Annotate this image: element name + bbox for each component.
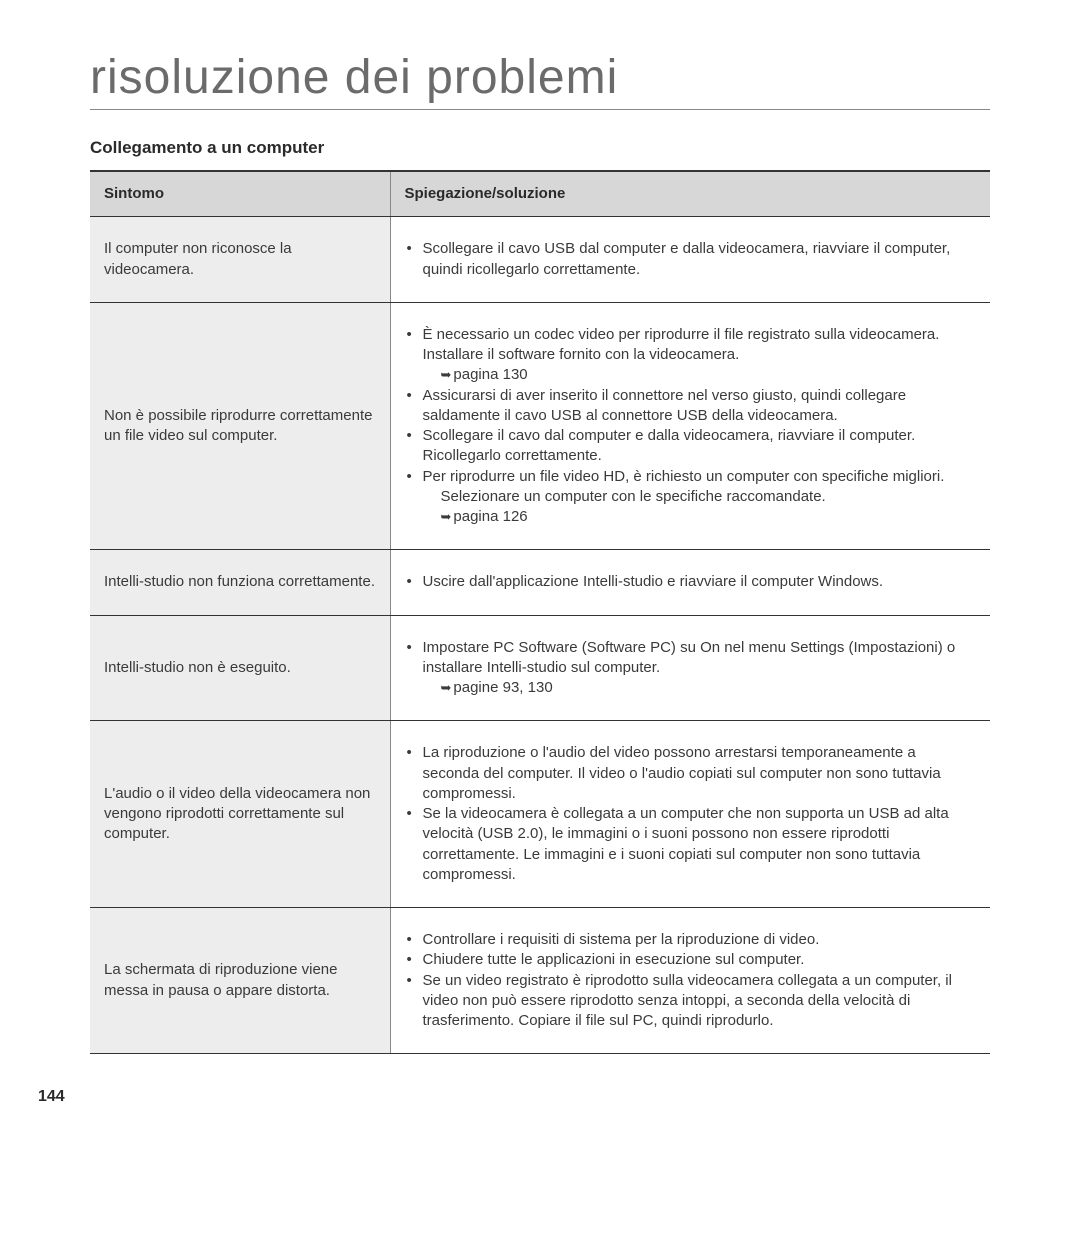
table-row: Non è possibile riprodurre correttamente… xyxy=(90,302,990,550)
solution-cell: La riproduzione o l'audio del video poss… xyxy=(390,721,990,908)
solution-item: Chiudere tutte le applicazioni in esecuz… xyxy=(405,950,977,970)
solution-item: Per riprodurre un file video HD, è richi… xyxy=(405,467,977,528)
solution-text: Controllare i requisiti di sistema per l… xyxy=(423,931,820,948)
solution-list: Impostare PC Software (Software PC) su O… xyxy=(405,638,977,699)
solution-text: Chiudere tutte le applicazioni in esecuz… xyxy=(423,951,805,968)
solution-list: È necessario un codec video per riprodur… xyxy=(405,325,977,528)
page-reference: pagina 126 xyxy=(423,507,977,527)
troubleshoot-table: Sintomo Spiegazione/soluzione Il compute… xyxy=(90,170,990,1054)
page-title: risoluzione dei problemi xyxy=(90,50,990,110)
solution-cell: Scollegare il cavo USB dal computer e da… xyxy=(390,217,990,303)
section-heading: Collegamento a un computer xyxy=(90,138,990,158)
symptom-cell: Non è possibile riprodurre correttamente… xyxy=(90,302,390,550)
solution-text: È necessario un codec video per riprodur… xyxy=(423,326,940,363)
solution-item: È necessario un codec video per riprodur… xyxy=(405,325,977,386)
solution-text: Assicurarsi di aver inserito il connetto… xyxy=(423,387,907,424)
table-row: Intelli-studio non funziona correttament… xyxy=(90,550,990,615)
page-number: 144 xyxy=(38,1088,65,1106)
solution-item: Se la videocamera è collegata a un compu… xyxy=(405,804,977,885)
symptom-cell: La schermata di riproduzione viene messa… xyxy=(90,908,390,1054)
symptom-cell: Intelli-studio non funziona correttament… xyxy=(90,550,390,615)
solution-cell: È necessario un codec video per riprodur… xyxy=(390,302,990,550)
solution-text: La riproduzione o l'audio del video poss… xyxy=(423,744,941,802)
solution-cell: Uscire dall'applicazione Intelli-studio … xyxy=(390,550,990,615)
solution-text: Scollegare il cavo dal computer e dalla … xyxy=(423,427,916,464)
solution-list: La riproduzione o l'audio del video poss… xyxy=(405,743,977,885)
solution-item: Impostare PC Software (Software PC) su O… xyxy=(405,638,977,699)
col-header-symptom: Sintomo xyxy=(90,171,390,217)
solution-item: La riproduzione o l'audio del video poss… xyxy=(405,743,977,804)
solution-text: Uscire dall'applicazione Intelli-studio … xyxy=(423,573,884,590)
solution-item: Uscire dall'applicazione Intelli-studio … xyxy=(405,572,977,592)
solution-list: Uscire dall'applicazione Intelli-studio … xyxy=(405,572,977,592)
solution-cell: Impostare PC Software (Software PC) su O… xyxy=(390,615,990,721)
col-header-solution: Spiegazione/soluzione xyxy=(390,171,990,217)
page-reference: pagina 130 xyxy=(423,365,977,385)
solution-text: Scollegare il cavo USB dal computer e da… xyxy=(423,240,951,277)
solution-text: Impostare PC Software (Software PC) su O… xyxy=(423,639,956,676)
table-row: La schermata di riproduzione viene messa… xyxy=(90,908,990,1054)
symptom-cell: L'audio o il video della videocamera non… xyxy=(90,721,390,908)
solution-cell: Controllare i requisiti di sistema per l… xyxy=(390,908,990,1054)
solution-text: Per riprodurre un file video HD, è richi… xyxy=(423,468,945,485)
solution-item: Scollegare il cavo USB dal computer e da… xyxy=(405,239,977,280)
table-row: Il computer non riconosce la videocamera… xyxy=(90,217,990,303)
solution-item: Controllare i requisiti di sistema per l… xyxy=(405,930,977,950)
solution-item: Assicurarsi di aver inserito il connetto… xyxy=(405,386,977,427)
page-reference: pagine 93, 130 xyxy=(423,678,977,698)
solution-item: Scollegare il cavo dal computer e dalla … xyxy=(405,426,977,467)
solution-text: Se un video registrato è riprodotto sull… xyxy=(423,972,952,1030)
solution-item: Se un video registrato è riprodotto sull… xyxy=(405,971,977,1032)
table-row: L'audio o il video della videocamera non… xyxy=(90,721,990,908)
symptom-cell: Intelli-studio non è eseguito. xyxy=(90,615,390,721)
solution-list: Controllare i requisiti di sistema per l… xyxy=(405,930,977,1031)
solution-extra: Selezionare un computer con le specifich… xyxy=(423,487,977,507)
symptom-cell: Il computer non riconosce la videocamera… xyxy=(90,217,390,303)
solution-list: Scollegare il cavo USB dal computer e da… xyxy=(405,239,977,280)
solution-text: Se la videocamera è collegata a un compu… xyxy=(423,805,949,883)
table-row: Intelli-studio non è eseguito. Impostare … xyxy=(90,615,990,721)
